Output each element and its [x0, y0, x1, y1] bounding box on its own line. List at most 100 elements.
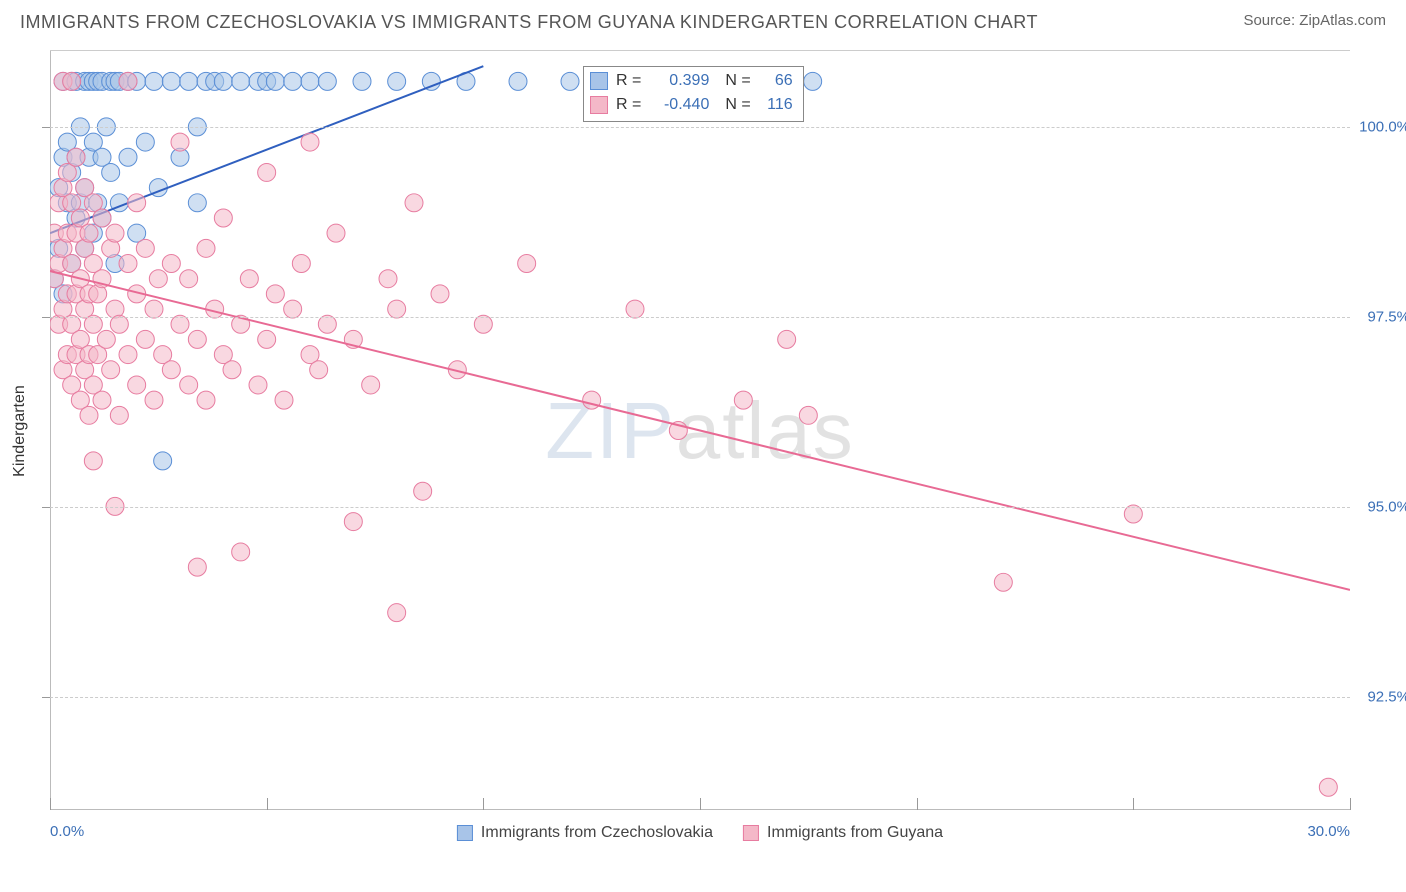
y-tick-label: 100.0%: [1359, 119, 1406, 136]
data-point-guyana: [119, 255, 137, 273]
data-point-guyana: [102, 361, 120, 379]
data-point-guyana: [292, 255, 310, 273]
data-point-guyana: [136, 239, 154, 257]
data-point-guyana: [388, 604, 406, 622]
legend-row-guyana: R =-0.440N =116: [590, 93, 793, 117]
data-point-guyana: [171, 133, 189, 151]
x-tick-mark: [917, 798, 918, 810]
data-point-guyana: [275, 391, 293, 409]
header: IMMIGRANTS FROM CZECHOSLOVAKIA VS IMMIGR…: [0, 0, 1406, 41]
data-point-guyana: [214, 209, 232, 227]
x-tick-mark: [50, 798, 51, 810]
data-point-guyana: [145, 391, 163, 409]
data-point-guyana: [188, 330, 206, 348]
x-tick-mark: [1350, 798, 1351, 810]
legend-item-czechoslovakia: Immigrants from Czechoslovakia: [457, 824, 713, 842]
data-point-guyana: [180, 376, 198, 394]
data-point-guyana: [128, 376, 146, 394]
legend-n-label: N =: [725, 69, 750, 93]
legend-n-value: 66: [757, 69, 793, 93]
data-point-guyana: [149, 270, 167, 288]
legend-label: Immigrants from Guyana: [767, 824, 943, 842]
y-axis-label: Kindergarten: [11, 385, 29, 477]
gridline-h: [50, 697, 1350, 698]
data-point-guyana: [188, 558, 206, 576]
data-point-czechoslovakia: [214, 72, 232, 90]
y-tick-mark: [42, 317, 50, 318]
data-point-guyana: [63, 72, 81, 90]
legend-n-label: N =: [725, 93, 750, 117]
data-point-guyana: [232, 543, 250, 561]
data-point-guyana: [119, 346, 137, 364]
data-point-guyana: [197, 239, 215, 257]
data-point-czechoslovakia: [509, 72, 527, 90]
source-attribution: Source: ZipAtlas.com: [1243, 12, 1386, 29]
data-point-czechoslovakia: [119, 148, 137, 166]
data-point-guyana: [626, 300, 644, 318]
chart-area: Kindergarten ZIPatlas 92.5%95.0%97.5%100…: [50, 50, 1350, 810]
data-point-guyana: [162, 255, 180, 273]
y-tick-mark: [42, 127, 50, 128]
data-point-guyana: [67, 148, 85, 166]
x-tick-mark: [483, 798, 484, 810]
swatch-icon: [590, 72, 608, 90]
data-point-guyana: [431, 285, 449, 303]
swatch-icon: [457, 825, 473, 841]
data-point-guyana: [80, 406, 98, 424]
gridline-h: [50, 507, 1350, 508]
y-tick-mark: [42, 697, 50, 698]
data-point-guyana: [162, 361, 180, 379]
data-point-guyana: [145, 300, 163, 318]
series-legend: Immigrants from Czechoslovakia Immigrant…: [457, 824, 943, 842]
data-point-czechoslovakia: [232, 72, 250, 90]
data-point-czechoslovakia: [136, 133, 154, 151]
legend-label: Immigrants from Czechoslovakia: [481, 824, 713, 842]
x-tick-mark: [700, 798, 701, 810]
data-point-guyana: [180, 270, 198, 288]
data-point-guyana: [327, 224, 345, 242]
legend-r-value: 0.399: [647, 69, 709, 93]
data-point-czechoslovakia: [266, 72, 284, 90]
data-point-guyana: [518, 255, 536, 273]
y-tick-label: 92.5%: [1367, 689, 1406, 706]
data-point-guyana: [258, 330, 276, 348]
x-max-label: 30.0%: [1307, 823, 1350, 840]
data-point-guyana: [266, 285, 284, 303]
data-point-czechoslovakia: [318, 72, 336, 90]
data-point-czechoslovakia: [353, 72, 371, 90]
legend-r-label: R =: [616, 69, 641, 93]
data-point-guyana: [734, 391, 752, 409]
data-point-guyana: [799, 406, 817, 424]
data-point-guyana: [128, 194, 146, 212]
data-point-guyana: [223, 361, 241, 379]
data-point-czechoslovakia: [804, 72, 822, 90]
x-tick-mark: [1133, 798, 1134, 810]
legend-r-label: R =: [616, 93, 641, 117]
data-point-czechoslovakia: [180, 72, 198, 90]
data-point-guyana: [80, 224, 98, 242]
data-point-guyana: [1319, 778, 1337, 796]
data-point-guyana: [84, 452, 102, 470]
trend-line-guyana: [50, 271, 1350, 590]
data-point-guyana: [778, 330, 796, 348]
data-point-guyana: [362, 376, 380, 394]
y-tick-label: 95.0%: [1367, 499, 1406, 516]
data-point-czechoslovakia: [154, 452, 172, 470]
chart-title: IMMIGRANTS FROM CZECHOSLOVAKIA VS IMMIGR…: [20, 12, 1038, 33]
correlation-legend: R =0.399 N = 66R =-0.440N =116: [583, 66, 804, 122]
swatch-icon: [590, 96, 608, 114]
data-point-guyana: [106, 224, 124, 242]
data-point-guyana: [414, 482, 432, 500]
data-point-guyana: [379, 270, 397, 288]
data-point-guyana: [240, 270, 258, 288]
data-point-guyana: [136, 330, 154, 348]
gridline-h: [50, 127, 1350, 128]
x-tick-mark: [267, 798, 268, 810]
data-point-guyana: [994, 573, 1012, 591]
data-point-czechoslovakia: [388, 72, 406, 90]
data-point-czechoslovakia: [561, 72, 579, 90]
y-tick-mark: [42, 507, 50, 508]
data-point-guyana: [197, 391, 215, 409]
data-point-czechoslovakia: [301, 72, 319, 90]
data-point-guyana: [310, 361, 328, 379]
